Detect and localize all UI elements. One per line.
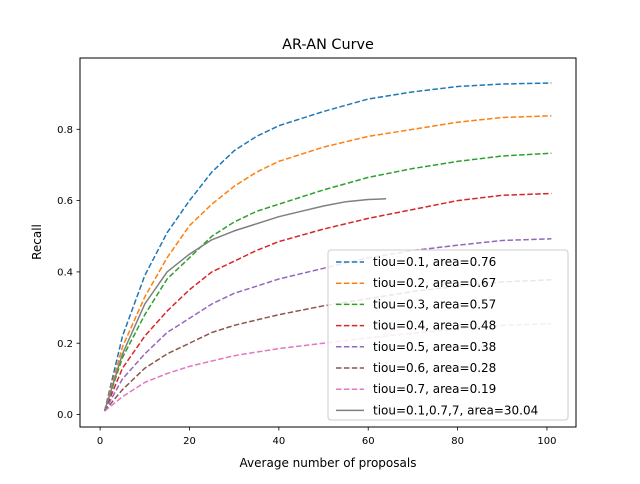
y-tick-label: 0.6	[57, 196, 73, 207]
x-tick-label: 0	[97, 436, 103, 447]
x-axis-label: Average number of proposals	[240, 456, 417, 470]
series-line-5	[103, 238, 552, 412]
y-tick-label: 0.4	[57, 268, 73, 279]
legend-label: tiou=0.6, area=0.28	[373, 361, 496, 375]
chart-title: AR-AN Curve	[282, 37, 374, 53]
series-line-1	[103, 82, 552, 412]
legend-label: tiou=0.3, area=0.57	[373, 297, 496, 311]
series-line-3	[103, 152, 552, 412]
legend-frame	[327, 249, 569, 421]
plot-frame	[79, 57, 577, 428]
legend-label: tiou=0.1, area=0.76	[373, 255, 496, 269]
x-tick-label: 60	[362, 436, 375, 447]
x-tick-label: 40	[272, 436, 285, 447]
plot-lines	[103, 82, 552, 412]
legend-label: tiou=0.5, area=0.38	[373, 340, 496, 354]
series-line-6	[104, 279, 552, 412]
series-line-2	[103, 115, 552, 412]
legend-label: tiou=0.2, area=0.67	[373, 276, 496, 290]
y-tick-label: 0.0	[57, 410, 73, 421]
series-line-8	[103, 198, 387, 412]
legend: tiou=0.1, area=0.76 tiou=0.2, area=0.67 ti…	[327, 249, 569, 421]
x-axis-ticks: 0 20 40 60 80 100	[97, 427, 557, 447]
y-axis-ticks: 0.0 0.2 0.4 0.6 0.8	[57, 125, 80, 421]
y-tick-label: 0.2	[57, 339, 73, 350]
x-tick-label: 20	[183, 436, 196, 447]
x-tick-label: 100	[537, 436, 556, 447]
x-tick-label: 80	[451, 436, 464, 447]
y-tick-label: 0.8	[57, 125, 73, 136]
series-line-4	[103, 192, 552, 412]
legend-label: tiou=0.7, area=0.19	[373, 382, 496, 396]
legend-label: tiou=0.4, area=0.48	[373, 319, 496, 333]
legend-label: tiou=0.1,0.7,7, area=30.04	[373, 403, 538, 417]
y-axis-label: Recall	[30, 224, 44, 260]
